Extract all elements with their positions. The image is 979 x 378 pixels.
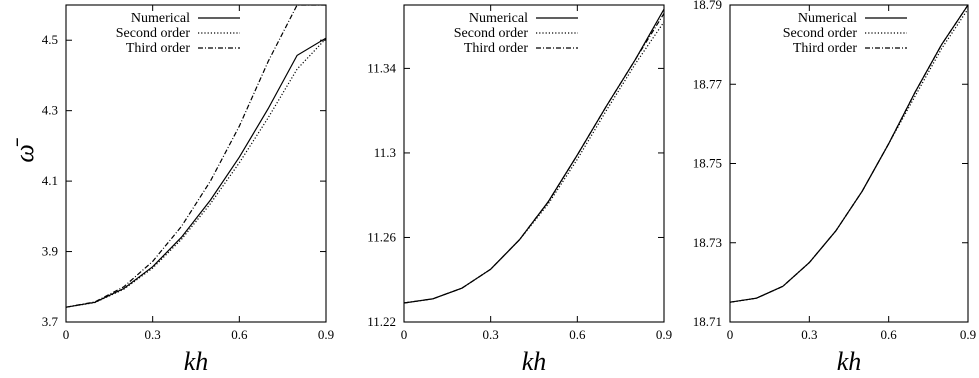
y-tick-label: 18.77 bbox=[693, 76, 723, 91]
y-tick-label: 4.5 bbox=[42, 32, 58, 47]
y-tick-label: 3.9 bbox=[42, 244, 58, 259]
series-line-second-order bbox=[66, 38, 326, 308]
plot-frame bbox=[65, 4, 327, 323]
legend-label: Third order bbox=[464, 41, 528, 56]
series-line-second-order bbox=[404, 21, 664, 304]
y-tick-label: 18.75 bbox=[693, 156, 722, 171]
y-tick-label: 18.73 bbox=[693, 235, 722, 250]
x-tick-label: 0 bbox=[727, 327, 734, 342]
y-tick-label: 4.3 bbox=[42, 103, 58, 118]
y-tick-label: 4.1 bbox=[42, 173, 58, 188]
legend-label: Second order bbox=[454, 26, 529, 41]
legend-label: Second order bbox=[783, 26, 858, 41]
series-line-third-order bbox=[404, 13, 664, 304]
x-tick-label: 0.3 bbox=[801, 327, 817, 342]
y-tick-label: 3.7 bbox=[42, 314, 59, 329]
x-tick-label: 0 bbox=[401, 327, 408, 342]
x-tick-label: 0.6 bbox=[881, 327, 898, 342]
series-line-third-order bbox=[730, 5, 968, 303]
y-tick-label: 18.79 bbox=[693, 0, 722, 12]
legend-label: Third order bbox=[126, 41, 190, 56]
plot-frame bbox=[403, 4, 665, 323]
series-line-numerical bbox=[404, 8, 664, 304]
x-tick-label: 0.6 bbox=[231, 327, 248, 342]
x-tick-label: 0.6 bbox=[569, 327, 586, 342]
series-line-third-order bbox=[66, 5, 326, 308]
x-tick-label: 0.9 bbox=[318, 327, 334, 342]
y-tick-label: 18.71 bbox=[693, 314, 722, 329]
y-axis-label: ω̄ bbox=[10, 137, 39, 162]
legend-label: Numerical bbox=[469, 11, 528, 26]
x-tick-label: 0.3 bbox=[145, 327, 161, 342]
panel-3: 0 0.3 0.6 0.9 18.71 18.73 18.75 18.77 18.79 Numer… bbox=[693, 0, 976, 376]
panel-1: 0 0.3 0.6 0.9 3.7 3.9 4.1 4.3 4.5 NumericalSecond… bbox=[10, 4, 334, 376]
x-tick-label: 0.9 bbox=[656, 327, 672, 342]
x-axis-label: kh bbox=[837, 347, 862, 376]
x-axis-label: kh bbox=[184, 347, 209, 376]
legend-label: Numerical bbox=[798, 11, 857, 26]
y-tick-label: 11.3 bbox=[374, 145, 396, 160]
x-tick-label: 0.9 bbox=[960, 327, 976, 342]
series-line-numerical bbox=[66, 37, 326, 308]
y-tick-label: 11.34 bbox=[367, 60, 396, 75]
y-tick-label: 11.26 bbox=[367, 229, 396, 244]
legend-label: Second order bbox=[116, 26, 191, 41]
x-axis-label: kh bbox=[522, 347, 547, 376]
x-tick-label: 0.3 bbox=[483, 327, 499, 342]
x-tick-label: 0 bbox=[63, 327, 70, 342]
panel-2: 0 0.3 0.6 0.9 11.22 11.26 11.3 11.34 NumericalSe… bbox=[367, 4, 672, 376]
legend-label: Third order bbox=[793, 41, 857, 56]
legend-label: Numerical bbox=[131, 11, 190, 26]
y-tick-label: 11.22 bbox=[367, 314, 396, 329]
